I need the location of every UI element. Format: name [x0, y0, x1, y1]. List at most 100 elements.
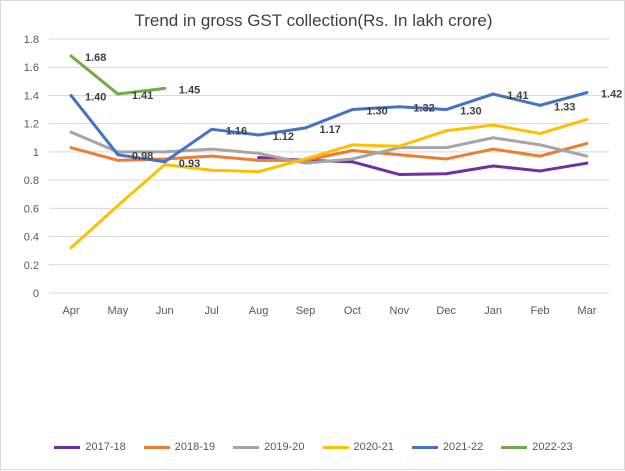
data-point [350, 157, 354, 161]
y-tick-label: 1.4 [24, 90, 39, 102]
data-point [69, 246, 73, 250]
x-tick-label: Mar [577, 305, 596, 317]
data-point [491, 123, 495, 127]
data-point [69, 146, 73, 150]
data-point [585, 154, 589, 158]
x-tick-label: Dec [436, 305, 456, 317]
data-point [163, 163, 167, 167]
series-line-2021-22 [69, 91, 588, 164]
legend-swatch [411, 445, 438, 449]
legend-label: 2019-20 [264, 441, 305, 453]
data-point [397, 172, 401, 176]
y-tick-label: 0 [33, 288, 39, 300]
legend-swatch [501, 445, 528, 449]
x-tick-label: Aug [249, 305, 269, 317]
data-point [444, 157, 448, 161]
series-line-2019-20 [70, 130, 588, 165]
data-point [585, 161, 589, 165]
data-point [163, 86, 167, 90]
data-point [69, 54, 73, 58]
data-point [210, 168, 214, 172]
x-tick-label: May [108, 305, 129, 317]
data-point [538, 169, 542, 173]
data-point [444, 129, 448, 133]
data-point [69, 130, 73, 134]
data-point [491, 164, 495, 168]
x-tick-label: Feb [531, 305, 550, 317]
data-point [397, 105, 401, 109]
legend-item: 2019-20 [233, 441, 305, 453]
data-point [444, 108, 448, 112]
y-tick-label: 1 [33, 147, 39, 159]
data-point [210, 154, 214, 158]
data-point [116, 204, 120, 208]
data-point [116, 92, 120, 96]
x-tick-label: Jul [205, 305, 219, 317]
data-point [350, 108, 354, 112]
legend-item: 2018-19 [143, 441, 216, 453]
data-point [538, 103, 542, 107]
data-point [163, 160, 167, 164]
legend-swatch [322, 445, 349, 449]
data-point [116, 153, 120, 157]
x-tick-label: Nov [390, 305, 410, 317]
data-label: 0.98 [132, 151, 153, 163]
data-point [538, 132, 542, 136]
data-point [69, 93, 73, 97]
data-point [257, 151, 261, 155]
y-tick-label: 0.8 [24, 175, 39, 187]
legend-item: 2021-22 [411, 441, 484, 453]
data-label: 1.16 [226, 125, 247, 137]
data-point [538, 154, 542, 158]
data-point [116, 158, 120, 162]
data-label: 0.93 [179, 158, 200, 170]
data-point [444, 172, 448, 176]
data-point [585, 91, 589, 95]
legend-swatch [233, 445, 260, 449]
data-point [538, 143, 542, 147]
legend-label: 2018-19 [174, 441, 216, 453]
x-tick-label: Jan [484, 305, 502, 317]
y-tick-label: 1.8 [24, 34, 39, 46]
data-point [444, 146, 448, 150]
x-tick-label: Apr [62, 305, 79, 317]
data-point [585, 117, 589, 121]
legend-item: 2017-18 [54, 441, 126, 453]
data-point [257, 170, 261, 174]
legend-label: 2021-22 [442, 441, 484, 453]
y-tick-label: 1.6 [24, 62, 39, 74]
data-label: 1.32 [413, 103, 434, 115]
data-point [163, 150, 167, 154]
data-label: 1.41 [507, 90, 528, 102]
data-point [304, 157, 307, 161]
data-label: 1.42 [601, 89, 622, 101]
series-line-2020-21 [69, 117, 588, 249]
chart-title: Trend in gross GST collection(Rs. In lak… [134, 11, 493, 30]
data-label: 1.41 [132, 90, 153, 102]
data-point [304, 126, 307, 130]
x-tick-label: Sep [296, 305, 316, 317]
y-tick-label: 1.2 [24, 119, 39, 131]
data-point [350, 148, 354, 152]
data-point [491, 136, 495, 140]
data-label: 1.17 [320, 124, 341, 136]
legend-label: 2022-23 [532, 441, 573, 453]
legend-swatch [143, 445, 170, 449]
data-point [257, 133, 261, 137]
data-point [491, 147, 495, 151]
data-point [210, 147, 214, 151]
data-point [350, 143, 354, 147]
data-point [210, 127, 214, 131]
legend: 2017-18 2018-19 2019-20 2020-21 2021-22 2022-… [1, 441, 625, 453]
data-point [397, 144, 401, 148]
legend-item: 2020-21 [322, 441, 394, 453]
y-tick-label: 0.2 [24, 260, 39, 272]
legend-label: 2020-21 [353, 441, 394, 453]
legend-item: 2022-23 [501, 441, 573, 453]
y-tick-label: 0.4 [24, 232, 39, 244]
data-label: 1.68 [85, 52, 106, 64]
legend-swatch [54, 445, 81, 449]
data-label: 1.45 [179, 84, 200, 96]
